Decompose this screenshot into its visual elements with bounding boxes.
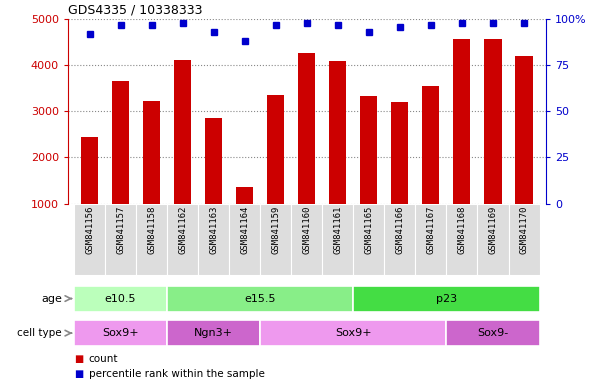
- Text: GSM841169: GSM841169: [489, 206, 497, 254]
- Text: ■: ■: [74, 354, 83, 364]
- Text: GSM841158: GSM841158: [147, 206, 156, 254]
- Text: cell type: cell type: [17, 328, 62, 338]
- Bar: [81, 137, 98, 250]
- Bar: [353, 286, 539, 311]
- Bar: [267, 95, 284, 250]
- Bar: [291, 204, 322, 275]
- Bar: [477, 204, 509, 275]
- Text: percentile rank within the sample: percentile rank within the sample: [88, 369, 264, 379]
- Text: e10.5: e10.5: [105, 293, 136, 304]
- Text: GSM841166: GSM841166: [395, 206, 404, 254]
- Bar: [143, 101, 160, 250]
- Bar: [415, 204, 447, 275]
- Text: Sox9+: Sox9+: [102, 328, 139, 338]
- Bar: [260, 320, 447, 346]
- Bar: [105, 204, 136, 275]
- Bar: [322, 204, 353, 275]
- Bar: [112, 81, 129, 250]
- Text: GSM841162: GSM841162: [178, 206, 187, 254]
- Text: ■: ■: [74, 369, 83, 379]
- Bar: [174, 60, 191, 250]
- Bar: [360, 96, 378, 250]
- Bar: [74, 320, 167, 346]
- Bar: [236, 187, 253, 250]
- Bar: [230, 204, 260, 275]
- Text: GSM841170: GSM841170: [520, 206, 529, 254]
- Bar: [353, 204, 384, 275]
- Text: Ngn3+: Ngn3+: [194, 328, 233, 338]
- Bar: [167, 204, 198, 275]
- Bar: [484, 38, 502, 250]
- Text: GSM841157: GSM841157: [116, 206, 125, 254]
- Bar: [391, 102, 408, 250]
- Bar: [447, 204, 477, 275]
- Text: e15.5: e15.5: [244, 293, 276, 304]
- Text: GSM841159: GSM841159: [271, 206, 280, 254]
- Bar: [454, 38, 470, 250]
- Bar: [384, 204, 415, 275]
- Text: GDS4335 / 10338333: GDS4335 / 10338333: [68, 3, 202, 17]
- Text: GSM841161: GSM841161: [333, 206, 342, 254]
- Text: GSM841164: GSM841164: [240, 206, 249, 254]
- Bar: [329, 61, 346, 250]
- Bar: [447, 320, 539, 346]
- Bar: [74, 286, 167, 311]
- Bar: [167, 320, 260, 346]
- Bar: [74, 204, 105, 275]
- Text: GSM841165: GSM841165: [365, 206, 373, 254]
- Text: Sox9+: Sox9+: [335, 328, 372, 338]
- Text: GSM841168: GSM841168: [457, 206, 467, 254]
- Text: GSM841167: GSM841167: [427, 206, 435, 254]
- Bar: [205, 118, 222, 250]
- Bar: [299, 53, 315, 250]
- Text: GSM841156: GSM841156: [85, 206, 94, 254]
- Bar: [509, 204, 539, 275]
- Bar: [422, 86, 440, 250]
- Text: Sox9-: Sox9-: [477, 328, 509, 338]
- Bar: [167, 286, 353, 311]
- Text: p23: p23: [436, 293, 457, 304]
- Text: GSM841163: GSM841163: [209, 206, 218, 254]
- Text: count: count: [88, 354, 118, 364]
- Text: age: age: [41, 293, 62, 304]
- Bar: [516, 56, 533, 250]
- Bar: [198, 204, 230, 275]
- Text: GSM841160: GSM841160: [302, 206, 312, 254]
- Bar: [136, 204, 167, 275]
- Bar: [260, 204, 291, 275]
